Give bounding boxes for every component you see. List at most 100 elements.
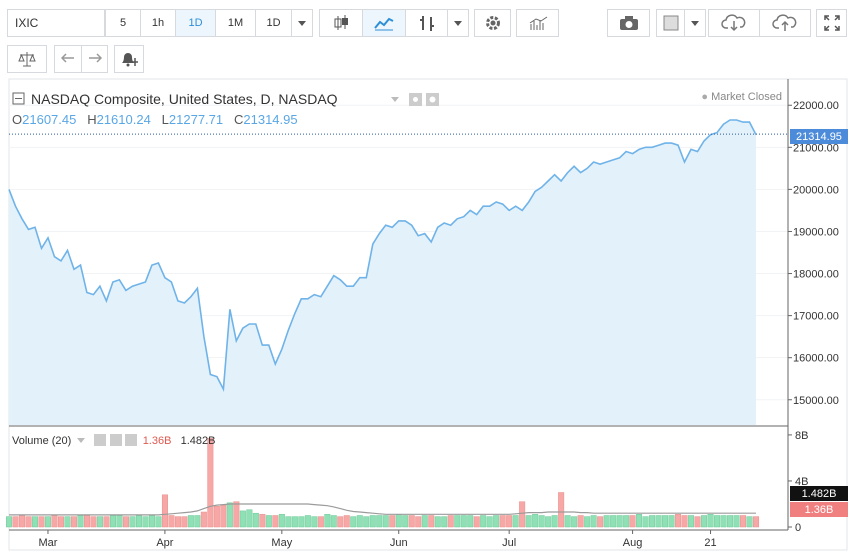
ohlc-bars-icon	[419, 16, 434, 31]
interval-5-button[interactable]: 5	[105, 9, 140, 37]
area-style-button[interactable]	[362, 9, 405, 37]
interval-1h-button[interactable]: 1h	[140, 9, 175, 37]
volume-bar	[298, 516, 305, 528]
volume-bar	[408, 515, 415, 528]
volume-bar	[460, 515, 467, 528]
volume-bar	[343, 515, 350, 528]
y-tick-label: 22000.00	[793, 100, 839, 112]
interval-dropdown-button[interactable]	[291, 9, 313, 37]
volume-bar	[272, 515, 279, 528]
y-tick-label: 21000.00	[793, 142, 839, 154]
volume-bar	[109, 515, 116, 528]
volume-menu-icon[interactable]	[77, 438, 86, 443]
volume-bar	[499, 515, 506, 528]
chevron-down-icon	[454, 20, 462, 26]
volume-bar	[675, 514, 682, 528]
compare-symbols-button[interactable]	[7, 45, 47, 73]
y-tick-label: 15000.00	[793, 395, 839, 407]
settings-button[interactable]	[474, 9, 511, 37]
legend-menu-icon[interactable]	[391, 97, 399, 102]
x-tick-label: Jun	[390, 537, 408, 549]
cloud-download-icon	[721, 14, 746, 32]
volume-bar	[265, 515, 272, 528]
volume-bar	[655, 515, 662, 528]
volume-bar	[122, 516, 129, 528]
volume-bar	[376, 515, 383, 528]
volume-bar	[668, 515, 675, 528]
volume-bar	[207, 438, 214, 528]
volume-bar	[447, 515, 454, 528]
time-axis: Mar Apr May Jun Jul Aug 21	[38, 530, 717, 549]
interval-1m-button[interactable]: 1M	[215, 9, 255, 37]
ohlc-values: O21607.45 H21610.24 L21277.71 C21314.95	[12, 112, 298, 127]
redo-icon	[88, 53, 102, 63]
volume-bar	[363, 516, 370, 528]
symbol-input[interactable]: IXIC	[7, 9, 105, 37]
volume-bar	[239, 510, 246, 528]
area-chart-icon	[374, 17, 394, 31]
candles-icon	[334, 15, 348, 30]
volume-bar	[720, 515, 727, 528]
alert-button[interactable]	[114, 45, 144, 73]
x-tick-label: 21	[704, 537, 716, 549]
volume-bar	[662, 515, 669, 528]
volume-bar	[252, 512, 259, 528]
chart-title: NASDAQ Composite, United States, D, NASD…	[31, 91, 338, 107]
volume-bar	[681, 515, 688, 528]
volume-bar	[142, 516, 149, 528]
volume-bar	[311, 516, 318, 528]
volume-bar	[226, 502, 233, 528]
volume-bar	[480, 515, 487, 528]
volume-bar	[733, 515, 740, 528]
compare-dropdown-button[interactable]	[684, 9, 706, 37]
interval-1d-button[interactable]: 1D	[175, 9, 215, 37]
screenshot-button[interactable]	[607, 9, 650, 37]
visibility-icon[interactable]	[94, 434, 107, 446]
interval-custom-button[interactable]: 1D	[255, 9, 291, 37]
legend-actions[interactable]	[409, 93, 441, 106]
volume-bar	[161, 494, 168, 528]
volume-value-tag: 1.482B	[790, 486, 848, 501]
y-tick-label: 17000.00	[793, 311, 839, 323]
volume-bar	[83, 515, 90, 528]
price-axis: 22000.00 21000.00 20000.00 19000.00 18000.00…	[788, 100, 839, 407]
volume-bar	[324, 514, 331, 528]
volume-bar	[577, 515, 584, 528]
volume-bar	[545, 516, 552, 528]
volume-bar	[564, 515, 571, 528]
indicators-button[interactable]	[516, 9, 559, 37]
volume-bar	[64, 516, 71, 528]
scales-icon	[18, 52, 36, 67]
volume-legend: Volume (20) 1.36B 1.482B	[12, 434, 216, 447]
close-icon[interactable]	[124, 434, 137, 446]
volume-bar	[369, 515, 376, 528]
volume-bar	[148, 515, 155, 528]
collapse-legend-icon[interactable]	[12, 92, 26, 106]
volume-bar	[629, 515, 636, 528]
volume-bar	[116, 515, 123, 528]
load-chart-button[interactable]	[708, 9, 759, 37]
redo-button[interactable]	[81, 45, 108, 73]
volume-bar	[740, 515, 747, 528]
style-dropdown-button[interactable]	[447, 9, 469, 37]
fullscreen-button[interactable]	[816, 9, 847, 37]
volume-bar	[356, 515, 363, 528]
price-line	[8, 119, 757, 393]
volume-bar	[103, 516, 110, 528]
bar-style-button[interactable]	[405, 9, 447, 37]
settings-icon[interactable]	[109, 434, 122, 446]
volume-bar	[51, 515, 58, 528]
volume-bar	[70, 516, 77, 528]
save-chart-button[interactable]	[759, 9, 811, 37]
candle-style-button[interactable]	[319, 9, 362, 37]
volume-bar	[623, 515, 630, 528]
volume-bar	[610, 515, 617, 528]
volume-bar	[395, 514, 402, 528]
compare-button[interactable]	[656, 9, 684, 37]
volume-bar	[473, 516, 480, 528]
indicators-icon	[529, 16, 547, 30]
volume-tick-label: 4B	[795, 476, 808, 488]
volume-bar	[603, 515, 610, 528]
undo-button[interactable]	[54, 45, 81, 73]
